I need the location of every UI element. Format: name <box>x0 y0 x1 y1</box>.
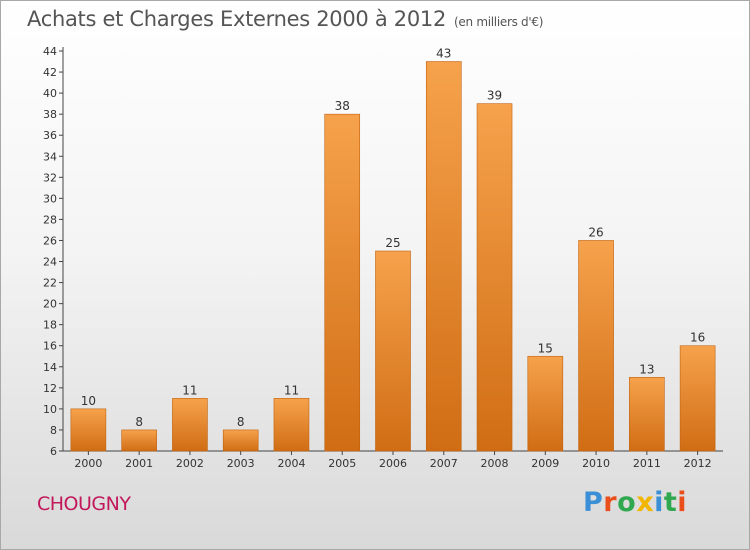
x-tick-label-2003: 2003 <box>227 457 255 470</box>
value-label-2007: 43 <box>436 47 451 61</box>
bar-2004 <box>273 398 310 452</box>
chart-title-text: Achats et Charges Externes 2000 à 2012 <box>27 7 447 31</box>
value-label-2004: 11 <box>284 383 299 397</box>
y-tick-label: 18 <box>43 319 57 332</box>
x-tick-label-2008: 2008 <box>481 457 509 470</box>
bar-2001 <box>121 429 157 452</box>
value-label-2012: 16 <box>690 331 705 345</box>
value-label-2002: 11 <box>182 383 197 397</box>
x-tick-label-2001: 2001 <box>125 457 153 470</box>
value-label-2011: 13 <box>639 362 654 376</box>
bar-2002 <box>172 398 208 452</box>
y-tick-label: 8 <box>50 424 57 437</box>
y-tick-label: 26 <box>43 234 57 247</box>
x-tick-label-2004: 2004 <box>277 457 305 470</box>
x-tick-label-2002: 2002 <box>176 457 204 470</box>
bar-2009 <box>527 355 564 452</box>
y-tick-label: 44 <box>43 45 57 58</box>
logo-letter: P <box>583 487 604 518</box>
y-tick-label: 22 <box>43 277 57 290</box>
value-label-2003: 8 <box>237 415 245 429</box>
logo-letter: x <box>636 487 655 518</box>
y-tick-label: 10 <box>43 403 57 416</box>
y-tick-label: 20 <box>43 298 57 311</box>
y-tick-label: 40 <box>43 87 57 100</box>
chart-bars <box>70 61 716 452</box>
logo-letter: i <box>654 487 664 518</box>
x-tick-label-2011: 2011 <box>633 457 661 470</box>
y-tick-label: 24 <box>43 256 57 269</box>
chart-unit: (en milliers d'€) <box>454 15 544 29</box>
bar-2012 <box>679 345 716 452</box>
value-label-2005: 38 <box>335 99 350 113</box>
x-tick-label-2000: 2000 <box>74 457 102 470</box>
logo-letter: i <box>677 487 688 518</box>
y-tick-label: 30 <box>43 192 57 205</box>
x-tick-label-2012: 2012 <box>684 457 712 470</box>
value-label-2009: 15 <box>538 341 553 355</box>
chart-title: Achats et Charges Externes 2000 à 2012 (e… <box>27 7 543 31</box>
y-tick-label: 32 <box>43 171 57 184</box>
value-label-2010: 26 <box>588 225 603 239</box>
y-tick-label: 16 <box>43 340 57 353</box>
y-tick-label: 12 <box>43 382 57 395</box>
bar-2000 <box>70 408 107 452</box>
value-label-2008: 39 <box>487 89 502 103</box>
value-label-2001: 8 <box>135 415 143 429</box>
logo-letter: o <box>617 487 637 518</box>
x-tick-label-2005: 2005 <box>328 457 356 470</box>
y-tick-label: 6 <box>50 445 57 458</box>
logo-letter: t <box>663 487 678 518</box>
bar-2010 <box>578 240 614 452</box>
y-tick-label: 38 <box>43 108 57 121</box>
logo-letter: r <box>603 487 618 518</box>
y-tick-label: 42 <box>43 66 57 79</box>
x-tick-label-2009: 2009 <box>531 457 559 470</box>
bar-2003 <box>222 429 259 452</box>
commune-name: CHOUGNY <box>37 493 131 515</box>
chart-labels: 2000 10 2001 8 2002 11 2003 8 2004 11 2005 38 2006 25… <box>74 47 711 470</box>
bar-2005 <box>324 113 361 452</box>
bar-2007 <box>425 61 462 452</box>
value-label-2006: 25 <box>385 236 400 250</box>
value-label-2000: 10 <box>81 394 96 408</box>
y-tick-label: 28 <box>43 213 57 226</box>
bar-2006 <box>375 250 411 452</box>
bar-2008 <box>476 103 513 452</box>
x-tick-label-2006: 2006 <box>379 457 407 470</box>
y-tick-label: 14 <box>43 361 57 374</box>
y-tick-label: 36 <box>43 129 57 142</box>
bar-2011 <box>629 377 665 452</box>
chart-axes: 6 8 10 12 14 16 18 20 22 24 26 28 30 32 34 36 38 40 42 44 <box>43 45 723 458</box>
proxiti-logo: Proxiti <box>583 487 687 518</box>
y-tick-label: 34 <box>43 150 57 163</box>
x-tick-label-2007: 2007 <box>430 457 458 470</box>
x-tick-label-2010: 2010 <box>582 457 610 470</box>
